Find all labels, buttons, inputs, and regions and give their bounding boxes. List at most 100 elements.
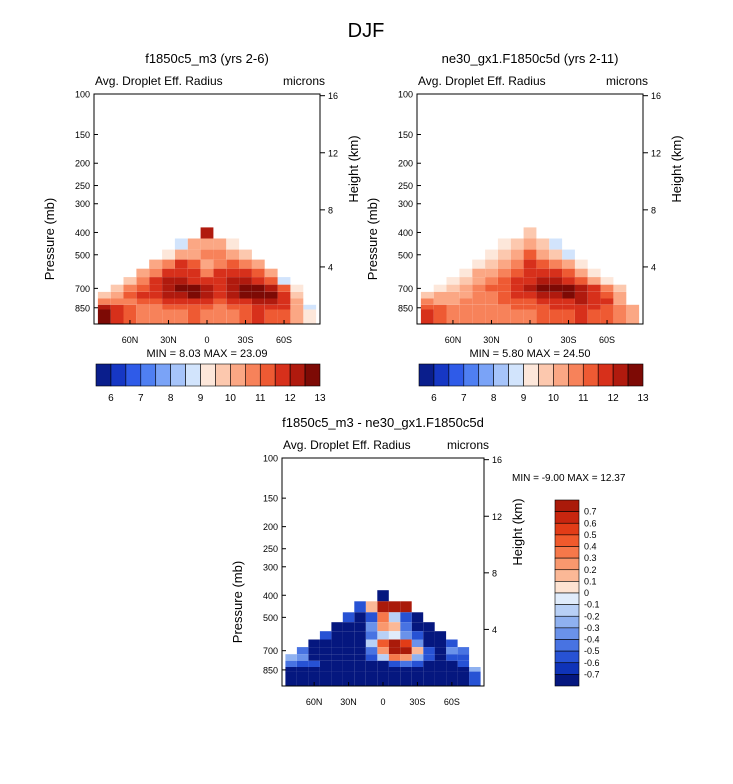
heatmap-cell xyxy=(574,277,588,285)
heatmap-cell xyxy=(400,671,412,686)
panel-units-label: microns xyxy=(283,74,325,88)
colorbar-swatch xyxy=(554,592,580,605)
colorbar-label: -0.1 xyxy=(584,600,600,610)
heatmap-cell xyxy=(472,298,485,305)
heatmap-cell xyxy=(365,667,378,672)
heatmap-cell xyxy=(472,304,485,310)
heatmap-cell xyxy=(457,667,470,672)
heatmap-cell xyxy=(226,259,240,269)
heatmap-cell xyxy=(251,304,265,310)
heatmap-cell xyxy=(149,309,162,324)
heatmap-cell xyxy=(239,298,252,305)
heatmap-cell xyxy=(239,284,252,292)
heatmap-cell xyxy=(239,291,252,299)
heatmap-cell xyxy=(342,647,355,655)
heatmap-cell xyxy=(446,309,460,324)
colorbar: 6 7 8 9 10 11 12 13 xyxy=(95,363,326,404)
colorbar-label: 0.7 xyxy=(584,507,597,517)
heatmap-cell xyxy=(446,647,458,655)
heatmap-cell xyxy=(388,660,401,667)
pressure-tick-label: 300 xyxy=(263,562,278,572)
colorbar-label: 10 xyxy=(548,393,560,404)
panel-variable-label: Avg. Droplet Eff. Radius xyxy=(95,74,223,88)
heatmap-cell xyxy=(536,259,550,269)
panel-title: ne30_gx1.F1850c5d (yrs 2-11) xyxy=(442,51,619,66)
colorbar-swatch xyxy=(568,363,584,387)
heatmap-cell xyxy=(377,671,389,686)
heatmap-cell xyxy=(457,654,470,661)
heatmap-cell xyxy=(523,268,537,277)
heatmap-cell xyxy=(213,284,227,292)
heatmap-cell xyxy=(174,304,188,310)
colorbar-label: 9 xyxy=(198,393,204,404)
heatmap-cell xyxy=(523,291,537,299)
lat-tick-label: 30N xyxy=(483,335,500,345)
pressure-tick-label: 400 xyxy=(75,228,90,238)
heatmap-cell xyxy=(587,298,601,305)
heatmap-cell xyxy=(549,298,563,305)
heatmap-cell xyxy=(342,639,355,648)
heatmap-cell xyxy=(562,298,575,305)
heatmap-cell xyxy=(549,238,563,250)
heatmap-cell xyxy=(213,268,227,277)
heatmap-cell xyxy=(174,249,188,260)
heatmap-cell xyxy=(434,667,447,672)
heatmap-cell xyxy=(536,298,550,305)
heatmap-cell xyxy=(459,309,473,324)
height-tick-label: 16 xyxy=(651,91,661,101)
heatmap-cell xyxy=(423,660,435,667)
heatmap-cell xyxy=(187,268,201,277)
colorbar-swatch xyxy=(304,363,321,387)
heatmap-cell xyxy=(549,284,563,292)
colorbar-swatch xyxy=(200,363,216,387)
heatmap-cell xyxy=(264,284,278,292)
heatmap-cell xyxy=(472,259,485,269)
heatmap-cell xyxy=(423,647,435,655)
colorbar-label: 0.3 xyxy=(584,553,597,563)
heatmap-cell xyxy=(388,671,401,686)
colorbar-label: 0.2 xyxy=(584,565,597,575)
heatmap-cell xyxy=(423,639,435,648)
heatmap-cell xyxy=(562,304,575,310)
lat-tick-label: 60S xyxy=(599,335,615,345)
colorbar-swatch xyxy=(245,363,261,387)
colorbar-swatch xyxy=(554,627,580,640)
colorbar: 6 7 8 9 10 11 12 13 xyxy=(418,363,649,404)
heatmap-cell xyxy=(377,631,389,640)
heatmap-cell xyxy=(510,249,524,260)
height-tick-label: 12 xyxy=(328,148,338,158)
heatmap-cell xyxy=(446,277,460,285)
heatmap-cell xyxy=(264,298,278,305)
heatmap-cell xyxy=(562,284,575,292)
lat-tick-label: 0 xyxy=(204,335,209,345)
heatmap-cell xyxy=(434,647,447,655)
heatmap-cell xyxy=(277,277,291,285)
heatmap-cell xyxy=(388,601,401,613)
heatmap-cell xyxy=(97,304,111,310)
heatmap-cell xyxy=(239,259,252,269)
heatmap-cell xyxy=(523,304,537,310)
colorbar-swatch xyxy=(155,363,171,387)
heatmap-cell xyxy=(485,284,498,292)
heatmap-cell xyxy=(377,647,389,655)
heatmap-cell xyxy=(433,309,447,324)
heatmap-cell xyxy=(251,291,265,299)
colorbar-swatch xyxy=(554,499,580,512)
heatmap-cell xyxy=(136,284,150,292)
heatmap-cells xyxy=(285,590,481,686)
heatmap-cell xyxy=(308,667,320,672)
heatmap-cell xyxy=(136,268,150,277)
colorbar-label: -0.6 xyxy=(584,658,600,668)
heatmap-cell xyxy=(400,622,412,632)
heatmap-cell xyxy=(485,304,498,310)
heatmap-cell xyxy=(162,259,175,269)
heatmap-cell xyxy=(174,291,188,299)
heatmap-cell xyxy=(264,277,278,285)
pressure-tick-label: 500 xyxy=(398,250,413,260)
pressure-tick-label: 400 xyxy=(398,228,413,238)
heatmap-cell xyxy=(149,291,162,299)
colorbar-swatch xyxy=(508,363,524,387)
heatmap-cell xyxy=(277,304,291,310)
heatmap-cells xyxy=(97,227,317,324)
